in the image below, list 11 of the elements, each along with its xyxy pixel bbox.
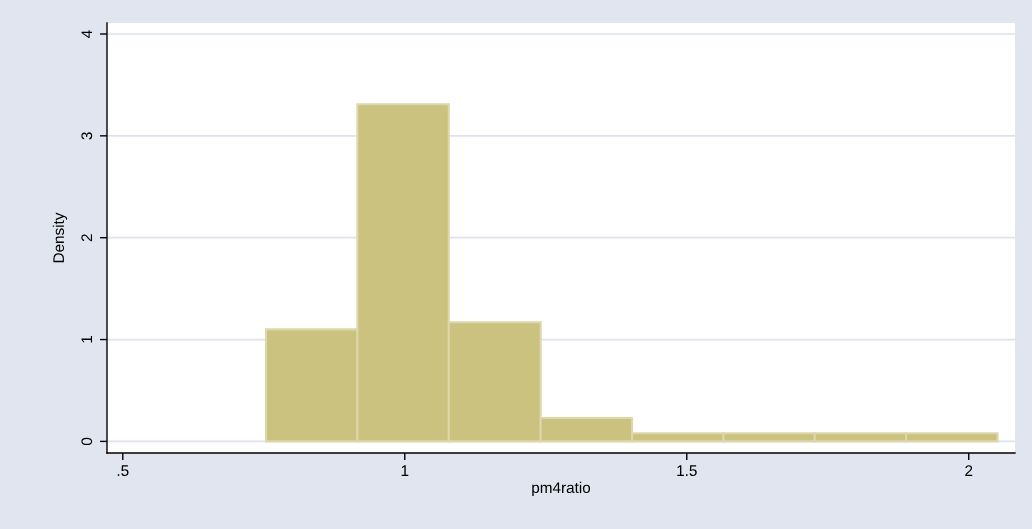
x-tick-label: .5 [117, 465, 129, 477]
x-tick-label: 2 [965, 465, 973, 476]
x-tick-label: 1.5 [677, 465, 697, 477]
y-axis-title: Density [52, 212, 68, 263]
y-tick-label: 2 [81, 234, 93, 242]
x-tick-label: 1 [401, 465, 409, 476]
y-tick-label: 3 [81, 132, 93, 140]
x-axis-title: pm4ratio [532, 481, 591, 497]
y-tick-label: 0 [81, 437, 93, 446]
y-tick-label: 4 [81, 30, 93, 38]
y-tick-label: 1 [81, 336, 93, 343]
